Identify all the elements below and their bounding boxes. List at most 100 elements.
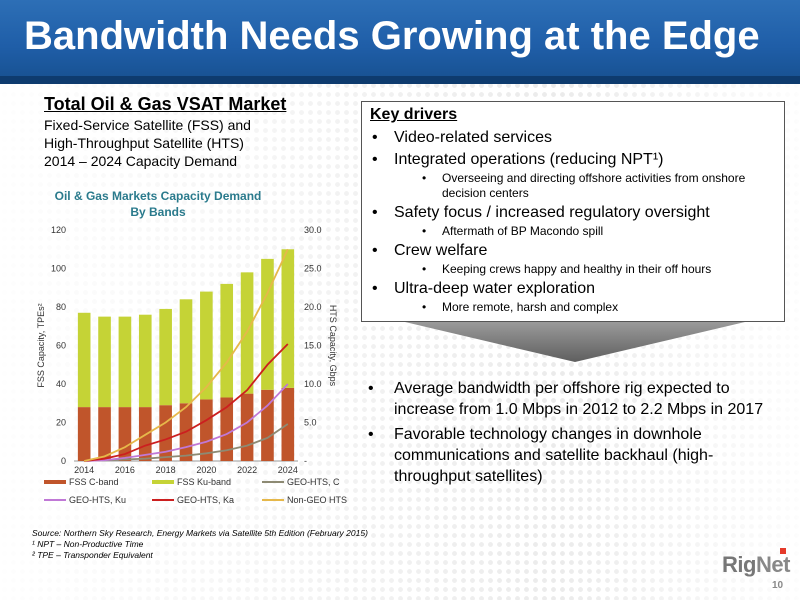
market-line-1: Fixed-Service Satellite (FSS) and [44, 117, 251, 133]
rignet-logo: RigNet [722, 548, 790, 578]
bullet-technology: • Favorable technology changes in downhol… [368, 426, 714, 485]
y2-tick-label: 15.0 [304, 341, 322, 351]
key-driver-item: • Integrated operations (reducing NPT¹) [370, 150, 782, 170]
footnote-npt: ¹ NPT – Non-Productive Time [32, 539, 144, 549]
key-drivers-box: Key drivers • Video-related services • Inte… [361, 101, 785, 322]
slide-title: Bandwidth Needs Growing at the Edge [24, 14, 760, 58]
key-driver-subitem: • Overseeing and directing offshore activ… [370, 171, 782, 201]
key-driver-text: Video-related services [394, 129, 553, 146]
title-bar: Bandwidth Needs Growing at the Edge [0, 0, 800, 84]
bar-fss-c-band [77, 407, 91, 461]
y2-tick-label: 10.0 [304, 379, 322, 389]
legend-label: GEO-HTS, Ku [69, 495, 126, 505]
line-geo-hts-c [84, 423, 289, 462]
y2-tick-label: 25.0 [304, 264, 322, 274]
bar-fss-c-band [240, 393, 254, 461]
y-tick-label: 40 [56, 379, 66, 389]
bar-fss-ku-band [118, 316, 132, 408]
bar-fss-ku-band [200, 291, 213, 400]
key-driver-item: • Video-related services [370, 128, 782, 148]
y2-tick-label: 30.0 [304, 225, 322, 235]
market-title: Total Oil & Gas VSAT Market [44, 94, 287, 114]
bar-fss-ku-band [281, 249, 295, 388]
x-tick-label: 2024 [278, 465, 298, 475]
bar-fss-c-band [200, 399, 213, 461]
bullet-bandwidth: • Average bandwidth per offshore rig expe… [368, 380, 764, 418]
key-driver-text: Crew welfare [394, 242, 488, 259]
key-driver-item: • Safety focus / increased regulatory ove… [370, 203, 782, 223]
y2-tick-label: - [304, 456, 307, 466]
capacity-demand-chart: Oil & Gas Markets Capacity Demand By Ban… [36, 189, 347, 505]
bar-fss-ku-band [179, 299, 193, 404]
bullet-mark: • [372, 129, 378, 146]
bar-fss-ku-band [77, 312, 91, 408]
y-axis-label: FSS Capacity, TPEs² [36, 303, 46, 387]
logo-dot [780, 548, 786, 554]
line-non-geo-hts [83, 248, 289, 462]
y2-tick-label: 5.0 [304, 418, 317, 428]
bar-fss-c-band [220, 397, 234, 461]
bar-fss-ku-band [159, 308, 172, 406]
bar-fss-c-band [118, 407, 132, 461]
key-driver-subtext: More remote, harsh and complex [442, 300, 619, 314]
y-tick-label: 20 [56, 418, 66, 428]
key-driver-text: Integrated operations (reducing NPT¹) [394, 151, 664, 168]
down-arrow-shape [405, 322, 745, 362]
x-tick-label: 2022 [237, 465, 257, 475]
bar-fss-ku-band [98, 316, 111, 408]
x-tick-label: 2016 [115, 465, 135, 475]
market-subtitle: Fixed-Service Satellite (FSS) and High-T… [44, 116, 344, 170]
y2-tick-label: 20.0 [304, 302, 322, 312]
y-tick-label: 100 [51, 264, 66, 274]
bar-fss-ku-band [220, 283, 234, 398]
bullet-mark: • [422, 300, 427, 314]
x-tick-label: 2018 [156, 465, 176, 475]
y-tick-label: 80 [56, 302, 66, 312]
legend-swatch [152, 480, 174, 484]
y-tick-label: 120 [51, 225, 66, 235]
page-number: 10 [772, 580, 784, 591]
legend-swatch [44, 480, 66, 484]
bullet-mark: • [422, 224, 427, 238]
chart-title: Oil & Gas Markets Capacity Demand [55, 189, 262, 203]
title-bar-stripe [0, 76, 800, 84]
bullet-mark: • [372, 204, 378, 221]
bar-fss-ku-band [138, 314, 152, 408]
market-line-3: 2014 – 2024 Capacity Demand [44, 153, 238, 169]
key-drivers-title: Key drivers [370, 106, 458, 123]
market-line-2: High-Throughput Satellite (HTS) [44, 135, 244, 151]
bullet-mark: • [372, 151, 378, 168]
bullet-mark: • [372, 242, 378, 259]
bullet-mark: • [422, 171, 427, 185]
key-driver-subtext: Aftermath of BP Macondo spill [442, 224, 604, 238]
key-driver-subitem: • More remote, harsh and complex [370, 300, 782, 315]
line-geo-hts-ku [84, 383, 289, 462]
key-driver-subtext: Overseeing and directing offshore activi… [442, 171, 746, 200]
source-line: Source: Northern Sky Research, Energy Ma… [32, 528, 368, 538]
line-geo-hts-ka [84, 343, 289, 462]
bullet-mark: • [372, 280, 378, 297]
y2-axis-label: HTS Capacity, Gbps [328, 305, 338, 387]
footnote-tpe: ² TPE – Transponder Equivalent [32, 550, 153, 560]
y-tick-label: 0 [61, 456, 66, 466]
logo-rig: Rig [722, 552, 756, 577]
legend-label: FSS Ku-band [177, 477, 231, 487]
key-drivers-list: • Video-related services • Integrated opera… [370, 126, 782, 315]
bullet-text: Favorable technology changes in downhole… [394, 426, 714, 485]
y-tick-label: 60 [56, 341, 66, 351]
legend-label: Non-GEO HTS [287, 495, 347, 505]
legend-label: GEO-HTS, C [287, 477, 340, 487]
bandwidth-bullets: • Average bandwidth per offshore rig expe… [366, 378, 786, 491]
key-driver-subitem: • Aftermath of BP Macondo spill [370, 224, 782, 239]
key-driver-text: Safety focus / increased regulatory over… [394, 204, 710, 221]
key-driver-item: • Ultra-deep water exploration [370, 279, 782, 299]
bullet-mark: • [422, 262, 427, 276]
legend-label: FSS C-band [69, 477, 119, 487]
bar-fss-c-band [98, 407, 111, 461]
key-driver-text: Ultra-deep water exploration [394, 280, 595, 297]
chart-subtitle: By Bands [130, 205, 186, 219]
x-tick-label: 2020 [196, 465, 216, 475]
key-driver-item: • Crew welfare [370, 241, 782, 261]
logo-net: Net [755, 552, 790, 577]
bullet-text: Average bandwidth per offshore rig expec… [394, 380, 764, 418]
